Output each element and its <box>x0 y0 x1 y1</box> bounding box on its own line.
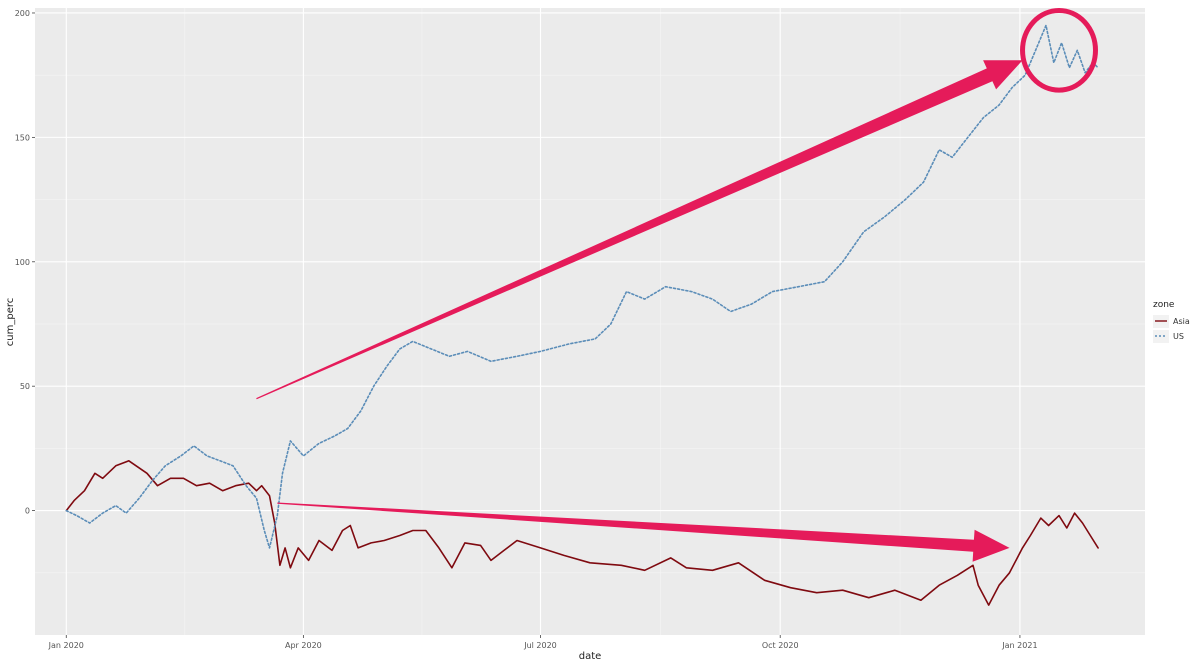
series-line-us <box>65 24 1099 549</box>
x-tick-label: Apr 2020 <box>285 641 322 650</box>
x-tick-label: Jul 2020 <box>523 641 557 650</box>
y-tick-label: 100 <box>15 258 30 267</box>
x-tick-label: Jan 2020 <box>48 641 84 650</box>
legend-label-us: US <box>1173 332 1184 341</box>
trend-arrow-up <box>256 60 1023 400</box>
x-axis: Jan 2020 Apr 2020 Jul 2020 Oct 2020 Jan 2021 <box>48 635 1038 650</box>
series-layer <box>65 24 1099 606</box>
x-tick-label: Oct 2020 <box>762 641 799 650</box>
annotation-layer <box>256 7 1098 562</box>
plot-panel <box>35 8 1145 635</box>
legend: zone Asia US <box>1153 300 1190 343</box>
legend-label-asia: Asia <box>1173 317 1190 326</box>
y-tick-label: 200 <box>15 9 30 18</box>
highlight-circle <box>1020 7 1098 93</box>
trend-arrow-down <box>277 502 1010 562</box>
x-axis-label: date <box>579 651 602 662</box>
y-tick-label: 150 <box>15 133 30 142</box>
x-tick-label: Jan 2021 <box>1001 641 1037 650</box>
y-axis-label: cum_perc <box>5 298 16 346</box>
y-tick-label: 50 <box>20 382 30 391</box>
y-tick-label: 0 <box>25 507 30 516</box>
series-line-asia <box>65 460 1099 606</box>
y-axis: 0 50 100 150 200 <box>15 9 35 516</box>
legend-title: zone <box>1153 300 1175 310</box>
